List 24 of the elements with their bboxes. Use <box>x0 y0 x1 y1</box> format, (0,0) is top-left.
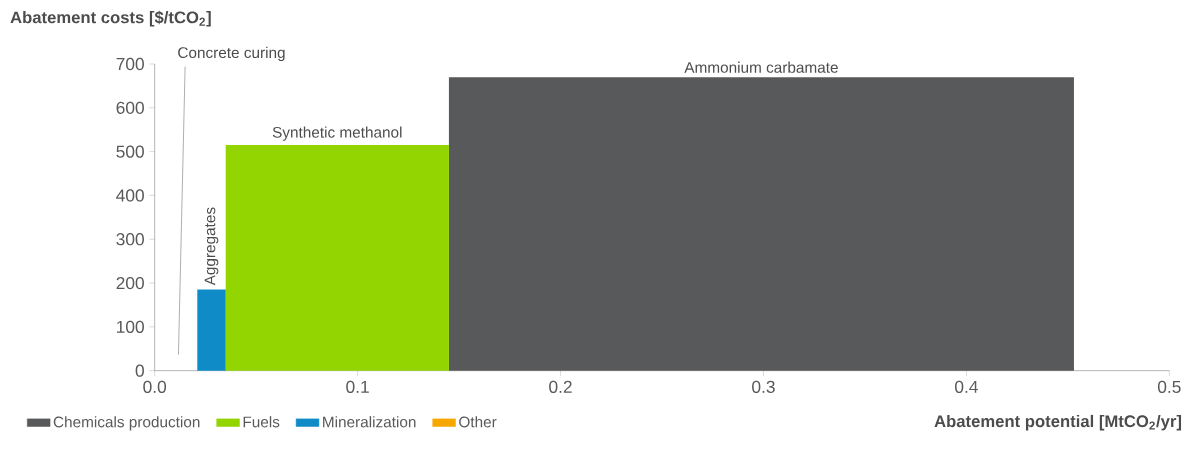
y-tick-label: 0 <box>135 364 144 377</box>
legend-label: Fuels <box>243 415 280 428</box>
y-tick-label: 600 <box>116 101 144 114</box>
x-tick-label: 0.3 <box>752 380 775 393</box>
x-tick-label: 0.5 <box>1157 380 1181 393</box>
x-tick-label: 0.0 <box>143 380 167 393</box>
legend-label: Mineralization <box>323 415 416 428</box>
y-tick-label: 500 <box>116 145 144 158</box>
y-tick-label: 300 <box>116 232 144 246</box>
annotation: Synthetic methanol <box>272 126 402 141</box>
x-tick-label: 0.1 <box>346 380 369 393</box>
annotation: Ammonium carbamate <box>684 61 838 73</box>
x-tick-label: 0.4 <box>955 380 978 393</box>
legend-label: Chemicals production <box>53 415 200 431</box>
x-tick-label: 0.2 <box>549 380 572 393</box>
x-axis-title: Abatement potential [MtCO$_{2}$/yr] <box>934 414 1182 431</box>
annotation: Aggregates <box>204 207 219 286</box>
legend-label: Other <box>459 415 497 428</box>
y-tick-label: 200 <box>116 276 144 290</box>
y-tick-label: 700 <box>116 57 144 70</box>
text: Concrete curing <box>178 46 285 61</box>
y-tick-label: 400 <box>116 189 144 202</box>
y-axis-title: Abatement costs [$/tCO$_{2}$] <box>10 10 211 27</box>
y-tick-label: 100 <box>117 320 144 333</box>
